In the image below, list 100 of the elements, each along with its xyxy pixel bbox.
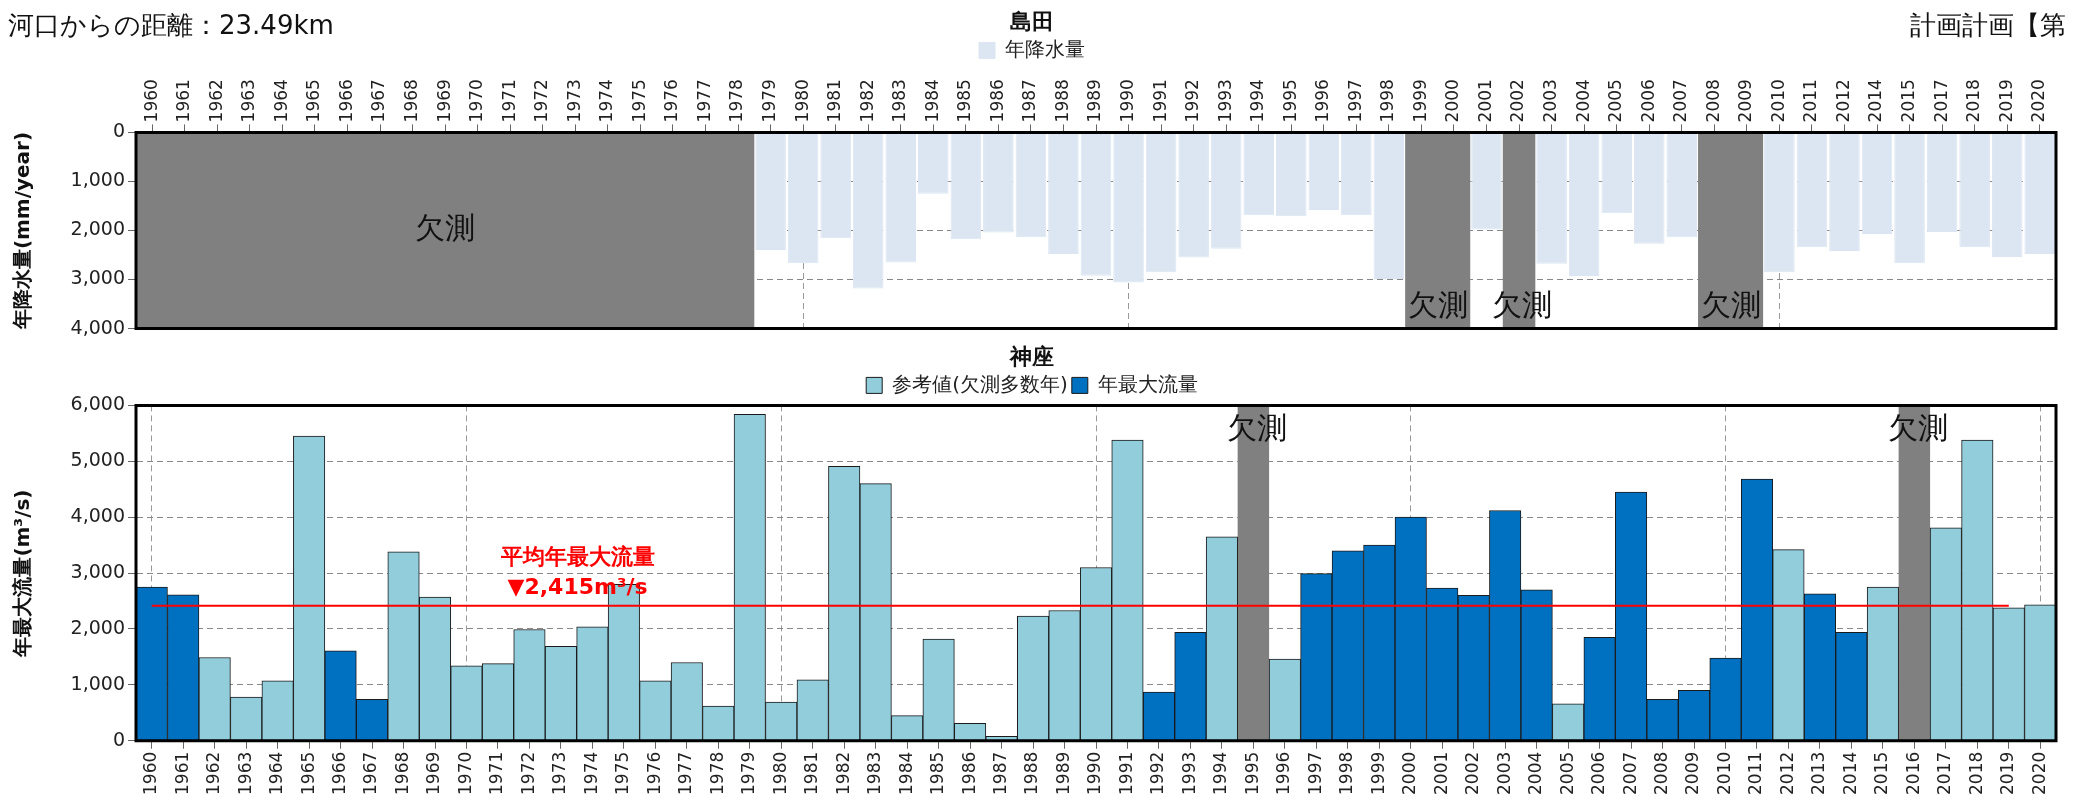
x-tick-label: 1973 xyxy=(549,751,570,795)
x-tick-label: 1988 xyxy=(1051,79,1072,123)
x-tick-label: 1983 xyxy=(864,751,885,795)
x-tick-label: 2008 xyxy=(1650,751,1671,795)
bar xyxy=(885,132,917,263)
y-axis-title: 年最大流量(m³/s) xyxy=(10,489,35,658)
x-tick-label: 1994 xyxy=(1210,751,1231,795)
bar xyxy=(755,132,786,251)
x-tick-label: 1972 xyxy=(531,79,552,123)
x-tick-label: 1985 xyxy=(954,79,975,123)
x-tick-label: 1963 xyxy=(238,79,259,123)
y-tick-label: 6,000 xyxy=(70,392,125,415)
x-tick-label: 1962 xyxy=(203,751,224,795)
chart-title: 島田 xyxy=(1010,8,1054,34)
x-tick-label: 1979 xyxy=(738,751,759,795)
y-tick-label: 5,000 xyxy=(70,448,125,471)
x-tick-label: 1975 xyxy=(628,79,649,123)
x-tick-label: 1960 xyxy=(140,751,161,795)
bar xyxy=(1113,132,1144,283)
x-tick-label: 1963 xyxy=(234,751,255,795)
bar xyxy=(1633,132,1665,244)
x-tick-label: 1967 xyxy=(368,79,389,123)
bar xyxy=(1926,132,1958,232)
legend-label: 年降水量 xyxy=(1005,36,1085,61)
x-tick-label: 2015 xyxy=(1871,751,1892,795)
x-tick-label: 1975 xyxy=(612,751,633,795)
x-tick-label: 1981 xyxy=(801,751,822,795)
x-tick-label: 1991 xyxy=(1115,751,1136,795)
x-tick-label: 2003 xyxy=(1540,79,1561,123)
x-tick-label: 1971 xyxy=(498,79,519,123)
bar xyxy=(1015,132,1047,238)
x-tick-label: 2019 xyxy=(1997,751,2018,795)
bar xyxy=(1568,132,1600,277)
x-tick-label: 2014 xyxy=(1839,751,1860,795)
x-tick-label: 2005 xyxy=(1556,751,1577,795)
x-tick-label: 1983 xyxy=(889,79,910,123)
x-tick-label: 1968 xyxy=(401,79,422,123)
x-tick-label: 1989 xyxy=(1084,79,1105,123)
band-label: 欠測 xyxy=(415,210,476,246)
x-tick-label: 1993 xyxy=(1214,79,1235,123)
x-tick-label: 1973 xyxy=(563,79,584,123)
x-tick-label: 1986 xyxy=(986,79,1007,123)
x-tick-label: 1968 xyxy=(391,751,412,795)
bar xyxy=(1178,132,1209,258)
x-tick-label: 1991 xyxy=(1149,79,1170,123)
x-tick-label: 2018 xyxy=(1963,79,1984,123)
bar xyxy=(1894,132,1925,264)
x-tick-label: 1967 xyxy=(360,751,381,795)
x-tick-label: 2010 xyxy=(1767,79,1788,123)
x-tick-label: 2007 xyxy=(1670,79,1691,123)
bar xyxy=(1243,132,1275,216)
x-tick-label: 1977 xyxy=(693,79,714,123)
x-tick-label: 2017 xyxy=(1934,751,1955,795)
x-tick-label: 2012 xyxy=(1776,751,1797,795)
x-tick-label: 2013 xyxy=(1808,751,1829,795)
bar xyxy=(983,132,1014,233)
x-tick-label: 1978 xyxy=(726,79,747,123)
bar xyxy=(1308,132,1340,210)
bar xyxy=(917,132,949,194)
x-tick-label: 1961 xyxy=(173,79,194,123)
bar xyxy=(1080,132,1112,276)
x-tick-label: 1964 xyxy=(266,751,287,795)
x-tick-label: 1976 xyxy=(643,751,664,795)
x-tick-label: 2020 xyxy=(2028,751,2049,795)
bar xyxy=(1275,132,1307,217)
x-tick-label: 2004 xyxy=(1572,79,1593,123)
x-tick-label: 1990 xyxy=(1116,79,1137,123)
x-tick-label: 2011 xyxy=(1745,751,1766,795)
y-tick-label: 4,000 xyxy=(70,315,125,338)
bar xyxy=(1601,132,1632,214)
x-tick-label: 1990 xyxy=(1084,751,1105,795)
x-tick-label: 2005 xyxy=(1605,79,1626,123)
band-label: 欠測 xyxy=(1407,287,1468,323)
y-axis-title: 年降水量(mm/year) xyxy=(10,131,35,331)
x-tick-label: 1984 xyxy=(921,79,942,123)
x-tick-label: 2018 xyxy=(1965,751,1986,795)
y-tick-label: 3,000 xyxy=(70,266,125,289)
x-tick-label: 2011 xyxy=(1800,79,1821,123)
x-tick-label: 2001 xyxy=(1430,751,1451,795)
bar xyxy=(1796,132,1828,248)
x-tick-label: 2002 xyxy=(1507,79,1528,123)
x-tick-label: 1981 xyxy=(824,79,845,123)
x-tick-label: 1982 xyxy=(856,79,877,123)
x-tick-label: 1992 xyxy=(1182,79,1203,123)
x-tick-label: 1987 xyxy=(990,751,1010,795)
x-tick-label: 1987 xyxy=(1019,79,1040,123)
text: 河口からの距離：23.49km xyxy=(8,9,334,42)
x-tick-label: 1999 xyxy=(1367,751,1388,795)
x-tick-label: 1969 xyxy=(423,751,444,795)
band-label: 欠測 xyxy=(1700,287,1761,323)
x-tick-label: 1974 xyxy=(596,79,617,123)
bar xyxy=(1210,132,1242,249)
bar xyxy=(820,132,851,239)
x-tick-label: 1995 xyxy=(1241,751,1262,795)
x-tick-label: 1976 xyxy=(661,79,682,123)
x-tick-label: 1980 xyxy=(769,751,790,795)
y-tick-label: 4,000 xyxy=(70,504,125,527)
y-tick-label: 1,000 xyxy=(70,671,125,694)
x-tick-label: 1984 xyxy=(895,751,916,795)
bar xyxy=(1666,132,1698,238)
